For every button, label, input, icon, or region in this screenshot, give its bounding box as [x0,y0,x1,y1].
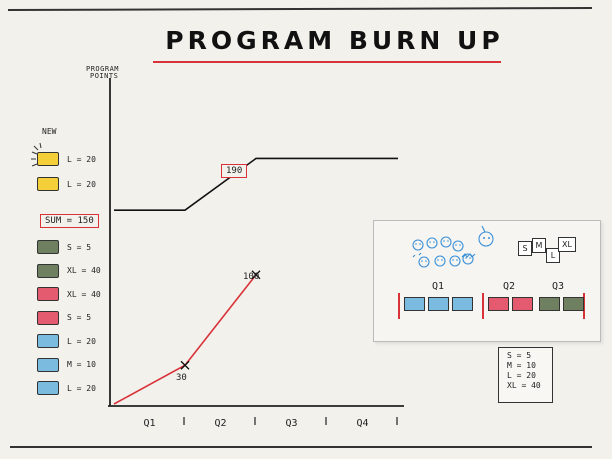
panel-quarter-q2: Q2 [503,281,516,292]
sprint-box [488,297,509,311]
title-underline [153,61,501,63]
size-legend-s: S = 5 [507,351,532,360]
y-axis-label-line-1: PROGRAM [86,65,120,73]
size-legend: S = 5 M = 10 L = 20 XL = 40 [498,347,553,403]
panel-separator [583,293,585,319]
x-tick-label: Q3 [285,418,297,429]
story-size-label: L = 20 [67,154,96,164]
panel-separator [482,293,484,319]
story-card-swatch [37,310,59,325]
sum-callout: SUM = 150 [40,214,99,228]
backlog-story-item: L = 20 [37,381,96,395]
panel-separator [398,293,400,319]
story-card-swatch [37,287,59,301]
story-card-swatch [37,240,59,254]
sprint-box [404,297,425,311]
sprint-box [452,297,473,311]
value-100-label: 100 [243,272,260,282]
y-axis-label-line-2: POINTS [90,72,119,80]
x-tick-label: Q1 [143,418,155,429]
new-story-item: L = 20 [37,152,96,166]
size-chip-xl: XL [558,237,576,252]
completed-point-marker [180,360,190,370]
size-legend-l: L = 20 [507,371,536,380]
backlog-story-item: L = 20 [37,334,96,348]
size-legend-m: M = 10 [507,361,536,370]
story-size-label: M = 10 [67,360,96,369]
glow-rays-icon [31,142,42,167]
story-card-swatch [37,357,59,372]
scope-190-callout: 190 [221,164,248,178]
panel-quarter-q1: Q1 [432,281,445,292]
story-card-swatch [37,152,59,166]
size-chip-s: S [518,241,532,256]
top-frame-line [7,6,593,12]
panel-quarter-q3: Q3 [552,281,565,292]
backlog-story-item: S = 5 [37,310,92,325]
story-card-swatch [37,177,59,191]
story-size-label: L = 20 [67,179,96,189]
backlog-story-item: M = 10 [37,357,96,372]
completed-line [113,274,257,405]
sprint-box [539,297,560,311]
story-size-label: L = 20 [67,336,96,346]
x-tick-label: Q4 [356,418,368,429]
team-faces-icon [412,225,494,268]
y-axis-label: PROGRAM POINTS [86,66,119,80]
story-size-label: L = 20 [67,383,96,393]
backlog-story-item: S = 5 [37,240,91,254]
x-tick-label: Q2 [214,418,226,429]
sprint-box [512,297,533,311]
size-chip-m: M [532,238,546,253]
scope-line [114,157,398,211]
sprint-box [563,297,584,311]
value-30-label: 30 [176,373,187,383]
planning-panel: S M L XL Q1 Q2 Q3 [373,220,601,342]
backlog-story-item: XL = 40 [37,263,101,278]
backlog-story-item: XL = 40 [37,287,101,301]
story-size-label: XL = 40 [67,266,101,275]
bottom-frame-line [10,446,592,448]
story-size-label: S = 5 [67,242,92,252]
new-story-item: L = 20 [37,177,96,191]
story-card-swatch [37,381,59,395]
story-size-label: XL = 40 [67,289,101,299]
page-title: PROGRAM BURN UP [165,26,504,55]
story-card-swatch [37,334,59,348]
story-size-label: S = 5 [67,313,92,322]
sprint-box [428,297,449,311]
size-chip-l: L [546,248,560,263]
new-label: NEW [42,127,57,136]
size-legend-xl: XL = 40 [507,381,541,390]
story-card-swatch [37,263,59,278]
